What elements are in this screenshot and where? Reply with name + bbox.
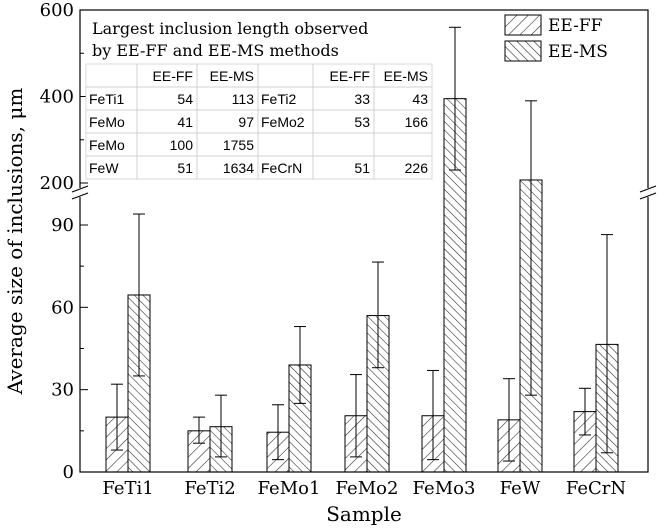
legend-swatch-ee-ms xyxy=(504,40,542,62)
table-cell: FeCrN xyxy=(261,160,302,176)
y-tick-label-600: 600 xyxy=(40,0,74,21)
x-tick-label-few: FeW xyxy=(500,478,541,499)
x-tick-label-fecrn: FeCrN xyxy=(566,478,626,499)
table-cell: 43 xyxy=(412,91,428,107)
y-tick-label-90: 90 xyxy=(51,215,74,236)
legend-label-ee-ff: EE-FF xyxy=(548,16,603,36)
table-cell: FeW xyxy=(89,160,119,176)
break-gap xyxy=(640,188,656,197)
y-axis-label: Average size of inclusions, μm xyxy=(3,88,27,396)
table-cell: 113 xyxy=(232,91,255,107)
table-cell: 41 xyxy=(177,114,193,130)
x-tick-label-femo2: FeMo2 xyxy=(336,478,399,499)
break-slash xyxy=(639,185,657,193)
y-tick-label-200: 200 xyxy=(40,173,74,194)
table-header-cell: EE-MS xyxy=(384,68,428,84)
break-gap xyxy=(72,188,88,197)
x-tick-label-femo1: FeMo1 xyxy=(258,478,321,499)
table-cell: 51 xyxy=(354,160,370,176)
legend-swatch-ee-ff xyxy=(504,14,542,36)
table-cell: FeMo xyxy=(89,114,125,130)
table-cell: 54 xyxy=(177,91,193,107)
table-cell: 166 xyxy=(405,114,429,130)
table-cell: 1634 xyxy=(223,160,254,176)
y-tick-label-60: 60 xyxy=(51,297,74,318)
x-tick-label-feti1: FeTi1 xyxy=(102,478,153,499)
table-header-cell: EE-MS xyxy=(210,68,254,84)
table-header-cell: EE-FF xyxy=(153,68,193,84)
y-tick-label-400: 400 xyxy=(40,87,74,108)
table-cell: FeMo xyxy=(89,137,125,153)
axis-break xyxy=(71,185,657,200)
plot-frame xyxy=(79,9,649,473)
legend: EE-FF EE-MS xyxy=(504,14,608,62)
y-tick-label-30: 30 xyxy=(51,380,74,401)
x-tick-label-femo3: FeMo3 xyxy=(413,478,476,499)
break-slash xyxy=(71,192,89,200)
table-cell: FeTi2 xyxy=(261,91,296,107)
table-cell: 33 xyxy=(354,91,370,107)
x-tick-label-feti2: FeTi2 xyxy=(184,478,235,499)
table-cell: FeTi1 xyxy=(89,91,124,107)
table-cell: 51 xyxy=(177,160,193,176)
break-slash xyxy=(639,192,657,200)
inset-table: Largest inclusion length observed by EE-… xyxy=(85,13,433,181)
table-cell: 53 xyxy=(354,114,370,130)
table-cell: 100 xyxy=(170,137,194,153)
break-slash xyxy=(71,185,89,193)
inset-title-line1: Largest inclusion length observed xyxy=(92,19,368,38)
y-tick-label-0: 0 xyxy=(63,462,74,483)
legend-label-ee-ms: EE-MS xyxy=(548,42,608,62)
table-header-cell: EE-FF xyxy=(330,68,370,84)
table-cell: 97 xyxy=(238,114,254,130)
table-cell-border xyxy=(373,155,433,180)
table-cell: FeMo2 xyxy=(261,114,305,130)
inset-title-line2: by EE-FF and EE-MS methods xyxy=(92,41,339,60)
x-axis-label: Sample xyxy=(326,502,402,526)
table-cell: 1755 xyxy=(223,137,254,153)
table-cell: 226 xyxy=(405,160,429,176)
